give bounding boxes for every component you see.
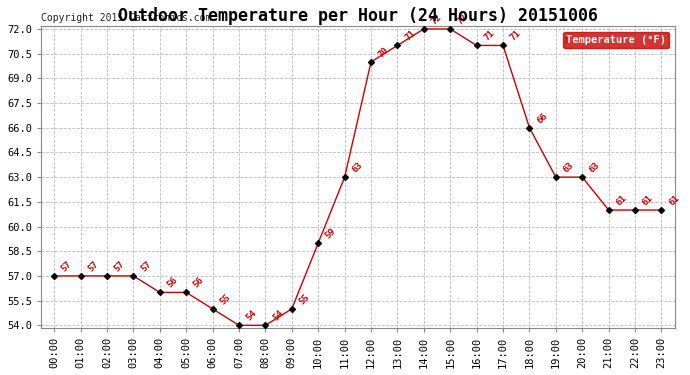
Text: 71: 71 [403, 29, 417, 43]
Text: 63: 63 [588, 160, 602, 174]
Text: 57: 57 [86, 259, 100, 273]
Text: 54: 54 [271, 309, 285, 322]
Text: 71: 71 [509, 29, 522, 43]
Text: 61: 61 [640, 194, 655, 207]
Text: 56: 56 [192, 276, 206, 290]
Text: 59: 59 [324, 226, 337, 240]
Text: 61: 61 [667, 194, 681, 207]
Text: 71: 71 [482, 29, 496, 43]
Text: 55: 55 [218, 292, 232, 306]
Text: 57: 57 [112, 259, 126, 273]
Title: Outdoor Temperature per Hour (24 Hours) 20151006: Outdoor Temperature per Hour (24 Hours) … [118, 7, 598, 25]
Text: 63: 63 [351, 160, 364, 174]
Text: 56: 56 [166, 276, 179, 290]
Text: 66: 66 [535, 111, 549, 125]
Text: 63: 63 [562, 160, 575, 174]
Text: 55: 55 [297, 292, 311, 306]
Text: 57: 57 [139, 259, 153, 273]
Text: 57: 57 [60, 259, 74, 273]
Text: 70: 70 [377, 45, 391, 59]
Text: Copyright 2015 Cartronics.com: Copyright 2015 Cartronics.com [41, 13, 211, 24]
Text: 54: 54 [244, 309, 259, 322]
Text: 72: 72 [456, 12, 470, 26]
Legend: Temperature (°F): Temperature (°F) [563, 32, 669, 48]
Text: 72: 72 [429, 12, 444, 26]
Text: 61: 61 [614, 194, 628, 207]
